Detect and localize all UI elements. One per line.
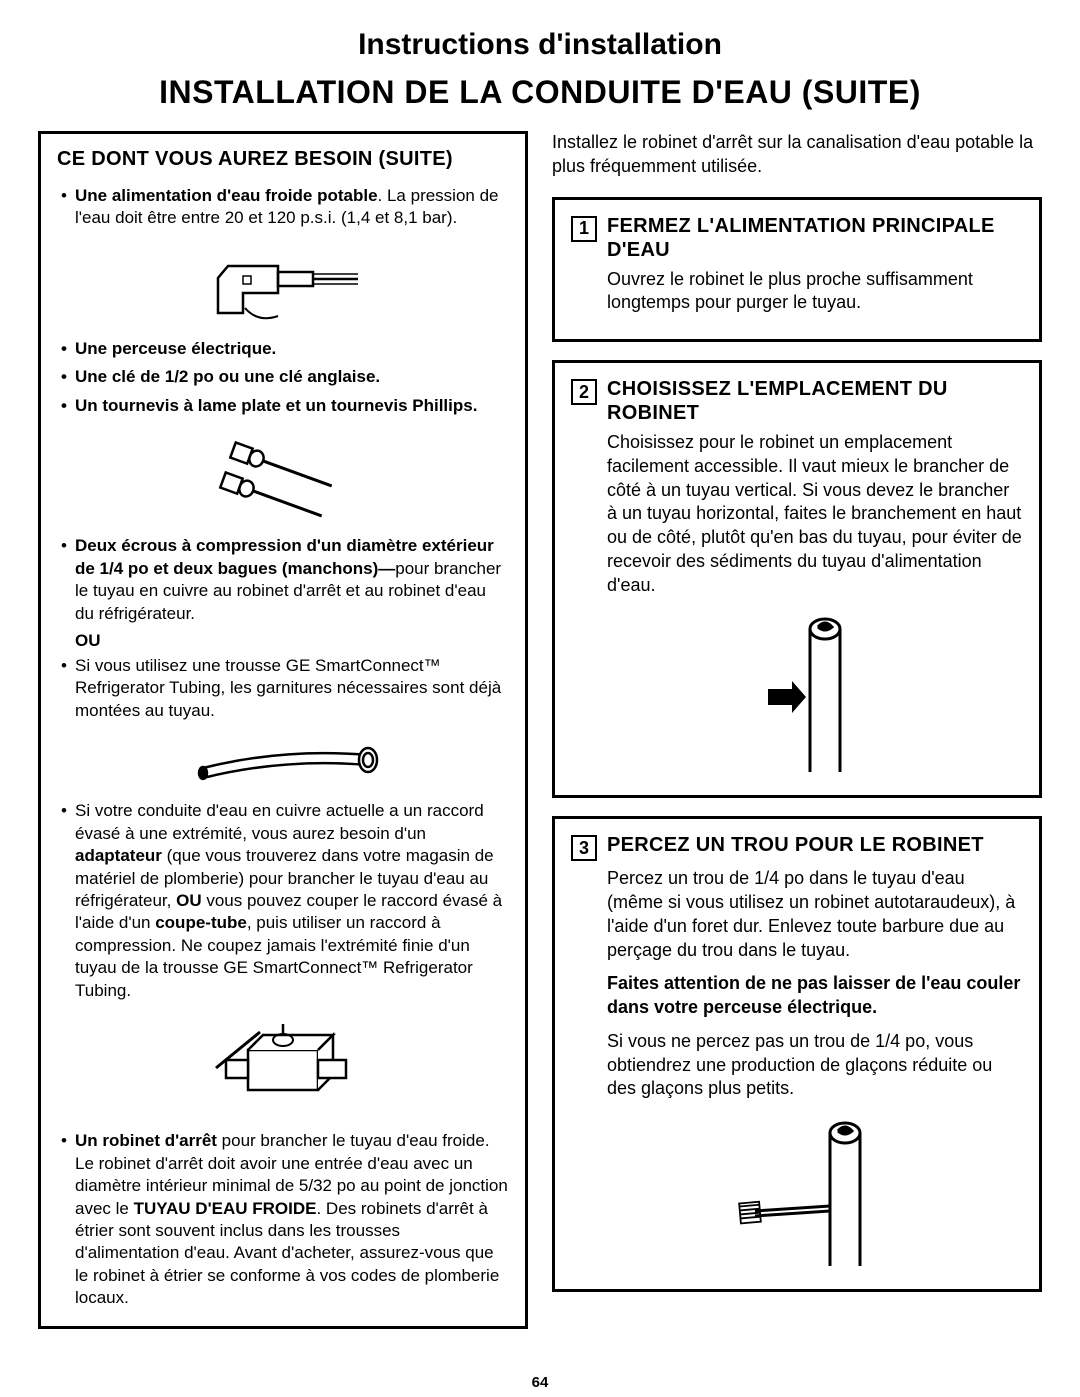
drill-icon bbox=[183, 238, 383, 328]
needs-list-6: Un robinet d'arrêt pour brancher le tuya… bbox=[57, 1130, 509, 1310]
right-column: Installez le robinet d'arrêt sur la cana… bbox=[552, 131, 1042, 1329]
intro-text: Installez le robinet d'arrêt sur la cana… bbox=[552, 131, 1042, 179]
step-body-text: Ouvrez le robinet le plus proche suffisa… bbox=[607, 268, 1023, 316]
need-item-nuts: Deux écrous à compression d'un diamètre … bbox=[61, 535, 509, 625]
need-item-adapter: Si votre conduite d'eau en cuivre actuel… bbox=[61, 800, 509, 1002]
step-head: 2 CHOISISSEZ L'EMPLACEMENT DU ROBINET bbox=[571, 377, 1023, 425]
section-main-title: INSTALLATION DE LA CONDUITE D'EAU (SUITE… bbox=[20, 74, 1060, 111]
need-item-shutoff: Un robinet d'arrêt pour brancher le tuya… bbox=[61, 1130, 509, 1310]
step-head: 3 PERCEZ UN TROU POUR LE ROBINET bbox=[571, 833, 1023, 861]
step3-p1: Percez un trou de 1/4 po dans le tuyau d… bbox=[607, 867, 1023, 962]
step-title: PERCEZ UN TROU POUR LE ROBINET bbox=[607, 833, 984, 857]
needs-list: Une alimentation d'eau froide potable. L… bbox=[57, 185, 509, 230]
step-head: 1 FERMEZ L'ALIMENTATION PRINCIPALE D'EAU bbox=[571, 214, 1023, 262]
pipe-arrow-icon bbox=[740, 607, 890, 777]
needs-list-2: Une perceuse électrique. Une clé de 1/2 … bbox=[57, 338, 509, 417]
need-item-smartconnect: Si vous utilisez une trousse GE SmartCon… bbox=[61, 655, 509, 722]
step-2: 2 CHOISISSEZ L'EMPLACEMENT DU ROBINET Ch… bbox=[552, 360, 1042, 798]
needs-list-5: Si votre conduite d'eau en cuivre actuel… bbox=[57, 800, 509, 1002]
needs-list-3: Deux écrous à compression d'un diamètre … bbox=[57, 535, 509, 625]
step-body: Ouvrez le robinet le plus proche suffisa… bbox=[571, 268, 1023, 316]
step-body: Choisissez pour le robinet un emplacemen… bbox=[571, 431, 1023, 777]
step3-warning: Faites attention de ne pas laisser de l'… bbox=[607, 972, 1023, 1020]
step-number-box: 3 bbox=[571, 835, 597, 861]
need-item-wrench: Une clé de 1/2 po ou une clé anglaise. bbox=[61, 366, 509, 388]
compression-nuts-icon bbox=[183, 425, 383, 525]
step-3: 3 PERCEZ UN TROU POUR LE ROBINET Percez … bbox=[552, 816, 1042, 1292]
tube-icon bbox=[173, 730, 393, 790]
shutoff-valve-icon bbox=[188, 1010, 378, 1120]
t-bold: Un robinet d'arrêt bbox=[75, 1131, 217, 1150]
t-bold: OU bbox=[176, 891, 202, 910]
step-number-box: 2 bbox=[571, 379, 597, 405]
step3-p3: Si vous ne percez pas un trou de 1/4 po,… bbox=[607, 1030, 1023, 1101]
need-item-water-supply: Une alimentation d'eau froide potable. L… bbox=[61, 185, 509, 230]
t-bold: coupe-tube bbox=[155, 913, 247, 932]
need-bold: Une alimentation d'eau froide potable bbox=[75, 186, 378, 205]
or-label: OU bbox=[57, 631, 509, 651]
step-1: 1 FERMEZ L'ALIMENTATION PRINCIPALE D'EAU… bbox=[552, 197, 1042, 343]
need-item-screwdrivers: Un tournevis à lame plate et un tournevi… bbox=[61, 395, 509, 417]
two-column-layout: CE DONT VOUS AUREZ BESOIN (SUITE) Une al… bbox=[20, 131, 1060, 1329]
t: Si votre conduite d'eau en cuivre actuel… bbox=[75, 801, 484, 842]
pipe-drill-icon bbox=[715, 1111, 915, 1271]
need-item-drill: Une perceuse électrique. bbox=[61, 338, 509, 360]
step-number-box: 1 bbox=[571, 216, 597, 242]
left-column: CE DONT VOUS AUREZ BESOIN (SUITE) Une al… bbox=[38, 131, 528, 1329]
page-title: Instructions d'installation bbox=[20, 28, 1060, 62]
needs-box-title: CE DONT VOUS AUREZ BESOIN (SUITE) bbox=[57, 148, 509, 171]
needs-box: CE DONT VOUS AUREZ BESOIN (SUITE) Une al… bbox=[38, 131, 528, 1329]
step-title: FERMEZ L'ALIMENTATION PRINCIPALE D'EAU bbox=[607, 214, 1023, 262]
needs-list-4: Si vous utilisez une trousse GE SmartCon… bbox=[57, 655, 509, 722]
step-body: Percez un trou de 1/4 po dans le tuyau d… bbox=[571, 867, 1023, 1271]
step-body-text: Choisissez pour le robinet un emplacemen… bbox=[607, 431, 1023, 597]
step-title: CHOISISSEZ L'EMPLACEMENT DU ROBINET bbox=[607, 377, 1023, 425]
t-bold: TUYAU D'EAU FROIDE bbox=[134, 1199, 317, 1218]
t-bold: adaptateur bbox=[75, 846, 162, 865]
page-number: 64 bbox=[532, 1374, 549, 1391]
